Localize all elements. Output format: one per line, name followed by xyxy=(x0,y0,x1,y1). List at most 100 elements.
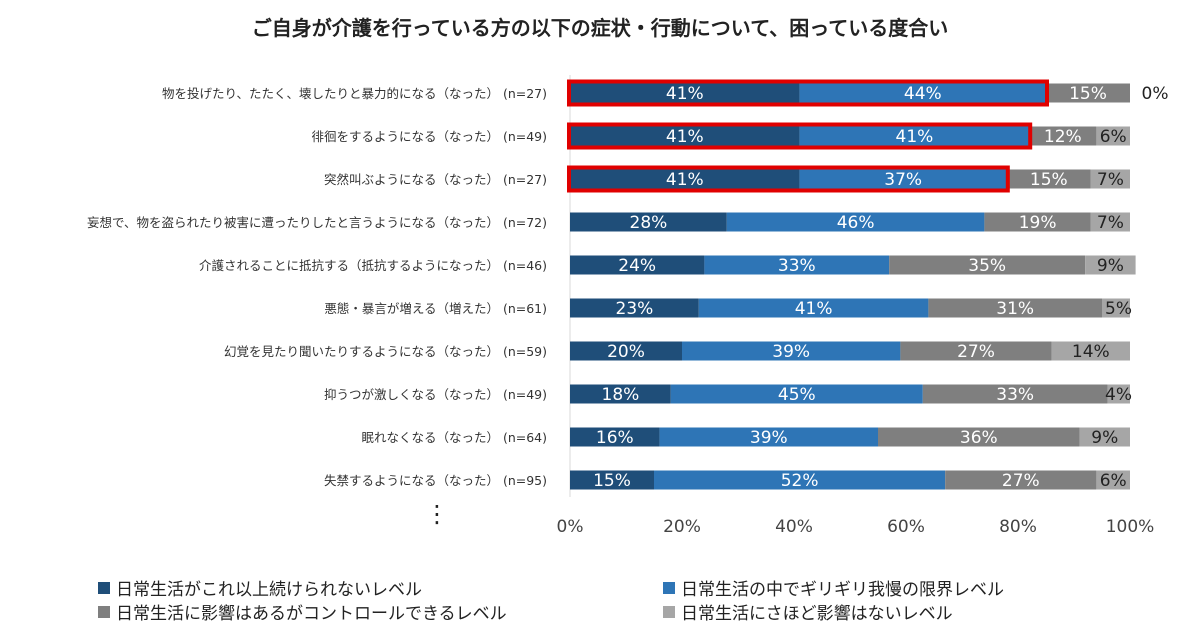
data-label: 23% xyxy=(616,299,654,319)
bar-segment xyxy=(570,83,800,103)
data-label: 33% xyxy=(778,256,816,276)
bar-segment xyxy=(726,212,985,232)
data-label: 5% xyxy=(1105,299,1132,319)
bar-segment xyxy=(878,427,1080,447)
chart-title: ご自身が介護を行っている方の以下の症状・行動について、困っている度合い xyxy=(251,16,949,40)
bar-segment xyxy=(570,255,705,275)
data-label: 4% xyxy=(1105,385,1132,405)
bar-segment xyxy=(1090,169,1130,189)
data-label: 0% xyxy=(1142,84,1169,104)
bar-segment xyxy=(1079,427,1130,447)
highlight-box xyxy=(567,122,1033,150)
legend-item-0: 日常生活がこれ以上続けられないレベル xyxy=(98,575,422,600)
x-tick-label: 80% xyxy=(999,517,1037,537)
data-label: 46% xyxy=(837,213,875,233)
data-label: 15% xyxy=(1069,84,1107,104)
category-label: 幻覚を見たり聞いたりするようになる（なった） (n=59) xyxy=(224,344,547,359)
data-label: 9% xyxy=(1091,428,1118,448)
legend-label: 日常生活の中でギリギリ我慢の限界レベル xyxy=(681,580,1004,600)
legend-swatch xyxy=(663,605,675,618)
x-tick-label: 60% xyxy=(887,517,925,537)
bar-segment xyxy=(1102,298,1130,318)
bar-segment xyxy=(1096,470,1130,490)
x-tick-label: 40% xyxy=(775,517,813,537)
legend-label: 日常生活がこれ以上続けられないレベル xyxy=(116,580,422,600)
bar-segment xyxy=(1107,384,1130,404)
data-label: 27% xyxy=(1002,471,1040,491)
category-label: 妄想で、物を盗られたり被害に遭ったりしたと言うようになる（なった） (n=72) xyxy=(87,215,547,230)
bar-segment xyxy=(570,169,800,189)
data-label: 37% xyxy=(884,170,922,190)
legend-item-2: 日常生活に影響はあるがコントロールできるレベル xyxy=(98,599,507,624)
bar-segment xyxy=(928,298,1102,318)
data-label: 41% xyxy=(666,170,704,190)
data-label: 15% xyxy=(593,471,631,491)
bar-segment xyxy=(570,427,660,447)
data-label: 52% xyxy=(781,471,819,491)
bar-segment xyxy=(1046,83,1130,103)
data-label: 14% xyxy=(1072,342,1110,362)
bar-segment xyxy=(698,298,929,318)
bar-segment xyxy=(984,212,1091,232)
data-label: 36% xyxy=(960,428,998,448)
bar-segment xyxy=(570,341,682,361)
category-label: 悪態・暴言が増える（増えた） (n=61) xyxy=(324,301,547,316)
data-label: 44% xyxy=(904,84,942,104)
data-label: 27% xyxy=(957,342,995,362)
category-label: 突然叫ぶようになる（なった） (n=27) xyxy=(324,172,547,187)
data-label: 39% xyxy=(750,428,788,448)
bar-segment xyxy=(799,126,1030,146)
bar-segment xyxy=(659,427,878,447)
bar-segment xyxy=(945,470,1097,490)
legend-swatch xyxy=(98,581,110,594)
bar-segment xyxy=(922,384,1108,404)
category-label: 介護されることに抵抗する（抵抗するようになった） (n=46) xyxy=(199,258,547,273)
bar-segment xyxy=(704,255,890,275)
x-tick-label: 100% xyxy=(1106,517,1155,537)
data-label: 18% xyxy=(602,385,640,405)
data-label: 33% xyxy=(996,385,1034,405)
category-label: 物を投げたり、たたく、壊したりと暴力的になる（なった） (n=27) xyxy=(162,86,547,101)
data-label: 24% xyxy=(618,256,656,276)
bar-segment xyxy=(570,126,800,146)
bar-segment xyxy=(799,83,1046,103)
data-label: 31% xyxy=(996,299,1034,319)
bar-segment xyxy=(900,341,1052,361)
bar-segment xyxy=(1090,212,1130,232)
bar-segment xyxy=(670,384,923,404)
data-label: 28% xyxy=(630,213,668,233)
bar-segment xyxy=(1051,341,1130,361)
bar-segment xyxy=(1096,126,1130,146)
x-tick-label: 20% xyxy=(663,517,701,537)
bar-segment xyxy=(654,470,946,490)
legend-swatch xyxy=(663,581,675,594)
legend-label: 日常生活に影響はあるがコントロールできるレベル xyxy=(116,604,507,624)
legend-swatch xyxy=(98,605,110,618)
highlight-box xyxy=(567,79,1049,107)
data-label: 16% xyxy=(596,428,634,448)
bar-segment xyxy=(1006,169,1091,189)
data-label: 45% xyxy=(778,385,816,405)
bar-segment xyxy=(570,298,699,318)
ellipsis-marker: ⋮ xyxy=(425,500,449,528)
data-label: 41% xyxy=(666,127,704,147)
bar-segment xyxy=(1029,126,1097,146)
data-label: 41% xyxy=(896,127,934,147)
bar-segment xyxy=(1085,255,1136,275)
legend-item-1: 日常生活の中でギリギリ我慢の限界レベル xyxy=(663,575,1004,600)
data-label: 39% xyxy=(772,342,810,362)
x-tick-label: 0% xyxy=(557,517,584,537)
data-label: 7% xyxy=(1097,170,1124,190)
legend-item-3: 日常生活にさほど影響はないレベル xyxy=(663,599,953,624)
category-label: 抑うつが激しくなる（なった） (n=49) xyxy=(324,387,547,402)
data-label: 7% xyxy=(1097,213,1124,233)
bar-segment xyxy=(799,169,1007,189)
legend-label: 日常生活にさほど影響はないレベル xyxy=(681,604,953,624)
data-label: 9% xyxy=(1097,256,1124,276)
bar-segment xyxy=(570,212,727,232)
category-label: 失禁するようになる（なった） (n=95) xyxy=(324,473,547,488)
data-label: 6% xyxy=(1100,127,1127,147)
bar-segment xyxy=(682,341,901,361)
